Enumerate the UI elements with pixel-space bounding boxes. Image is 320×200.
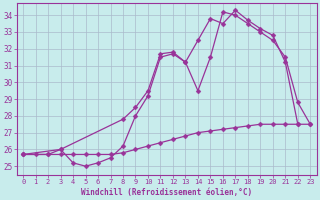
X-axis label: Windchill (Refroidissement éolien,°C): Windchill (Refroidissement éolien,°C) <box>81 188 252 197</box>
